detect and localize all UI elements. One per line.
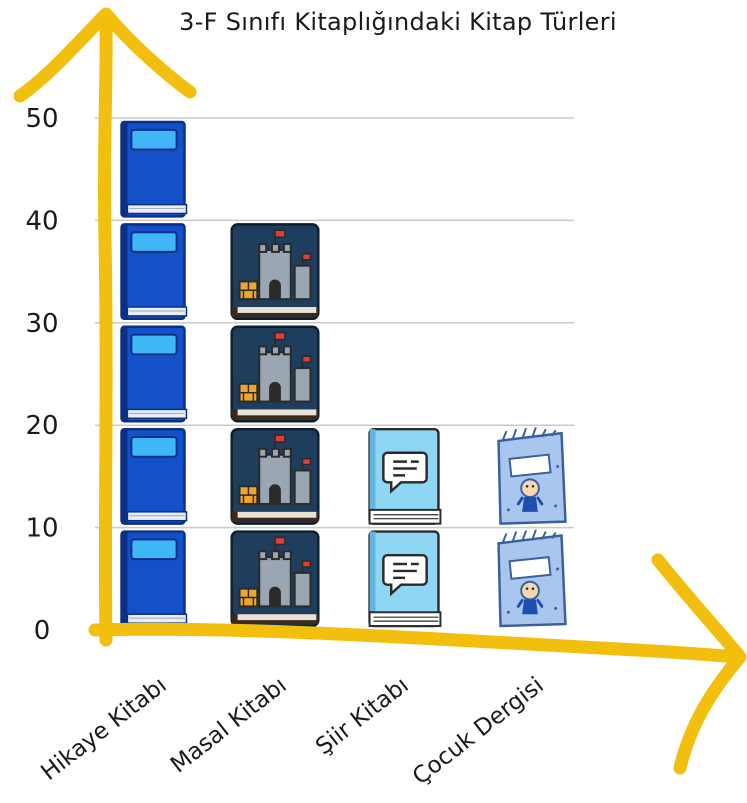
y-tick-label: 30 <box>25 309 58 339</box>
y-tick-label: 50 <box>25 104 58 134</box>
y-tick-label: 20 <box>25 411 58 441</box>
castle-book-icon <box>230 530 320 628</box>
castle-book-icon <box>230 325 320 423</box>
comic-magazine-icon <box>497 529 567 628</box>
blue-book-icon <box>120 427 188 525</box>
x-tick-label: Çocuk Dergisi <box>408 672 549 790</box>
x-tick-label: Şiir Kitabı <box>311 672 413 760</box>
y-tick-label: 40 <box>25 206 58 236</box>
chat-book-icon <box>368 530 442 628</box>
y-axis-line <box>97 13 113 647</box>
x-axis-line <box>88 622 745 664</box>
gridlines <box>95 117 574 529</box>
bar-4 <box>497 427 567 628</box>
y-tick-label: 0 <box>34 616 51 646</box>
blue-book-icon <box>120 530 188 628</box>
comic-magazine-icon <box>497 427 567 526</box>
hand-drawn-axes <box>13 7 747 775</box>
x-tick-label: Hikaye Kitabı <box>36 672 171 786</box>
bar-1 <box>120 120 188 628</box>
castle-book-icon <box>230 427 320 525</box>
blue-book-icon <box>120 325 188 423</box>
chart-title: 3-F Sınıfı Kitaplığındaki Kitap Türleri <box>179 8 617 36</box>
x-tick-label: Masal Kitabı <box>166 672 292 778</box>
castle-book-icon <box>230 223 320 321</box>
y-tick-label: 10 <box>25 514 58 544</box>
x-axis-arrowhead <box>651 553 747 775</box>
y-axis-arrowhead <box>13 7 197 103</box>
pictogram-bars <box>120 120 567 628</box>
y-axis-tick-labels: 0 10 20 30 40 50 <box>25 104 58 646</box>
blue-book-icon <box>120 120 188 218</box>
blue-book-icon <box>120 223 188 321</box>
chat-book-icon <box>368 427 442 525</box>
